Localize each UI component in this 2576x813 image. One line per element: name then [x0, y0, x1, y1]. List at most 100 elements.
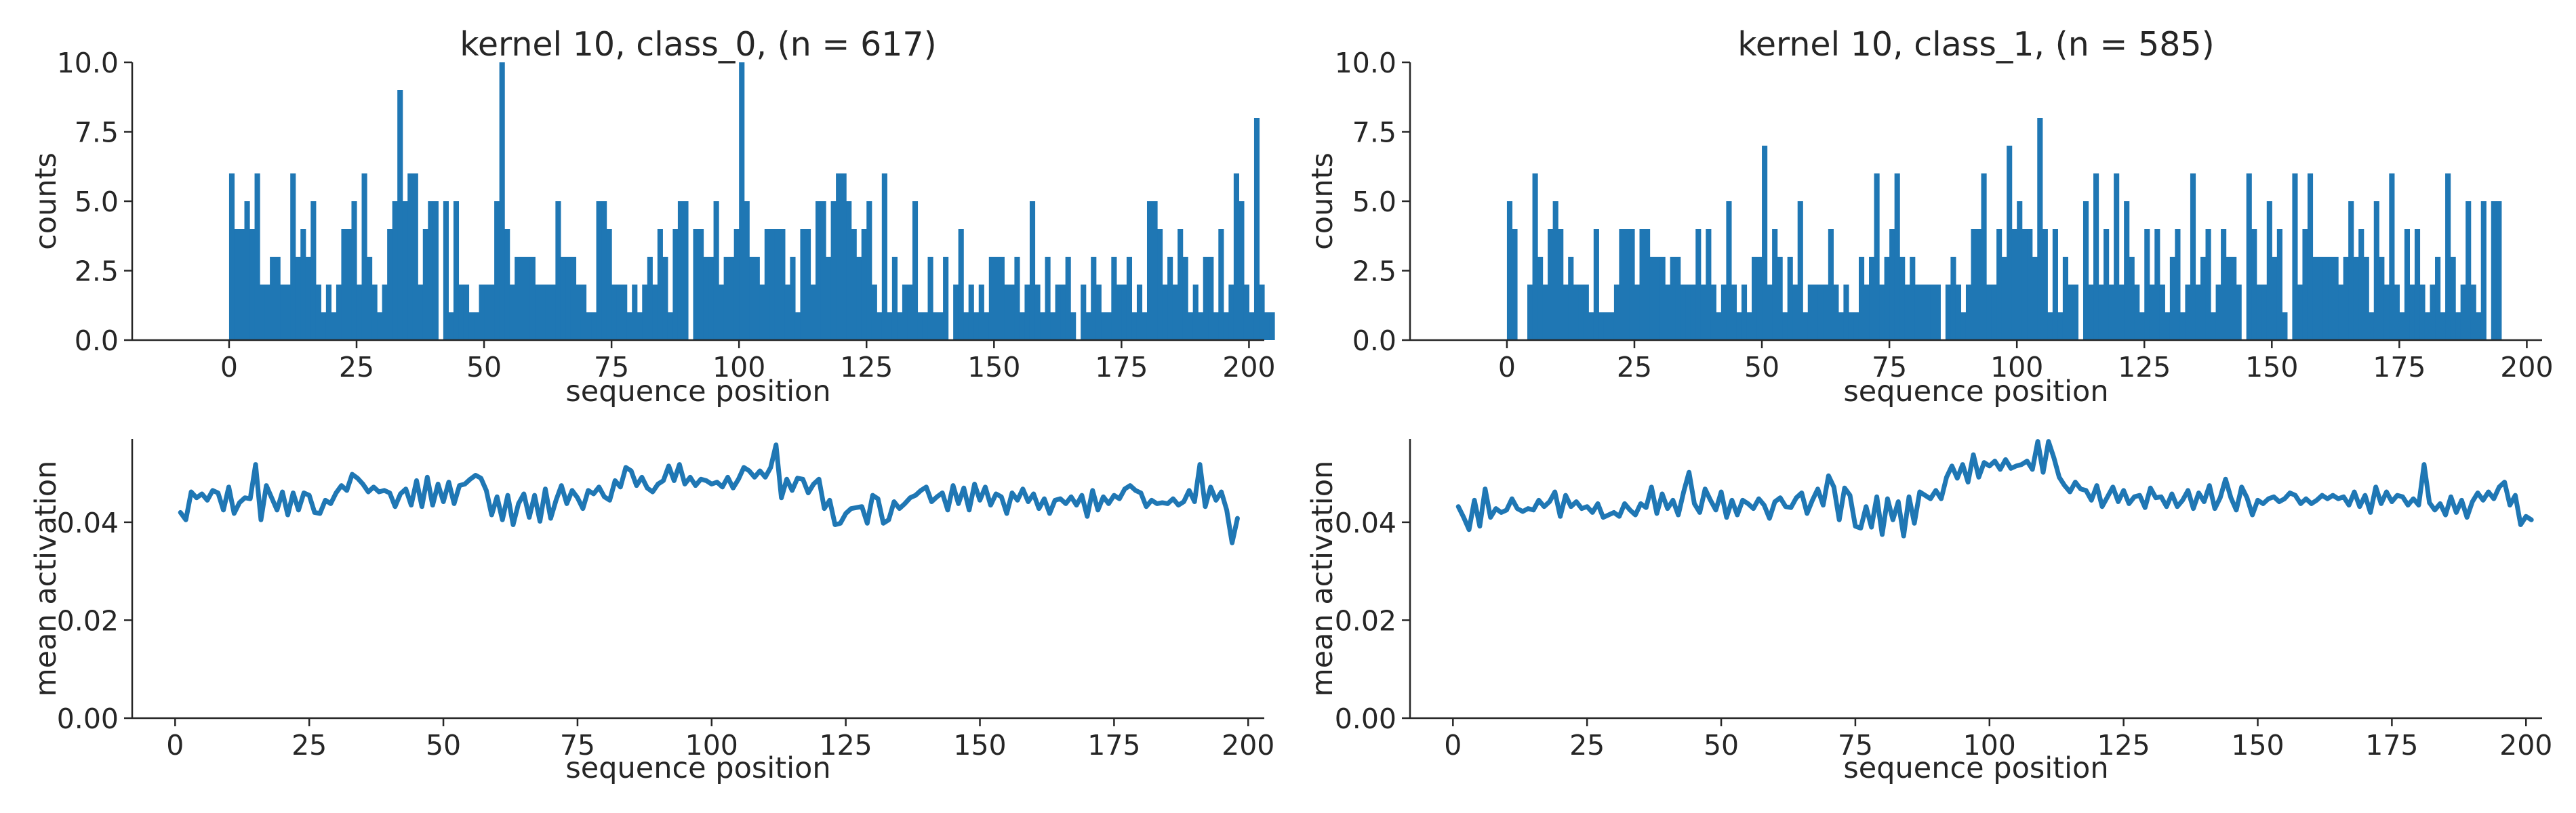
histogram-bar	[2455, 312, 2461, 340]
histogram-bar	[810, 285, 816, 340]
histogram-bar	[999, 257, 1005, 340]
x-tick-label: 100	[1990, 351, 2043, 383]
histogram-bar	[719, 285, 725, 340]
histogram-bar	[2496, 201, 2502, 340]
histogram-bar	[820, 201, 826, 340]
histogram-bar	[254, 173, 260, 340]
x-tick-label: 0	[220, 351, 238, 383]
histogram-bar	[2435, 257, 2441, 340]
y-tick-label: 2.5	[1352, 255, 1396, 288]
x-tick-label: 25	[291, 729, 327, 762]
histogram-bar	[432, 201, 439, 340]
x-tick-label: 175	[2365, 729, 2418, 762]
x-tick-label: 100	[685, 729, 738, 762]
x-tick-label: 100	[712, 351, 765, 383]
histogram-bar	[1506, 201, 1513, 340]
histogram-bar	[2460, 285, 2466, 340]
y-ticks: 0.0 2.5 5.0 7.5 10.0	[1335, 47, 1410, 357]
histogram-bar	[816, 201, 822, 340]
histogram-bar	[1182, 257, 1188, 340]
histogram-bar	[642, 285, 648, 340]
histogram-bar	[2179, 312, 2186, 340]
x-tick-label: 200	[1222, 729, 1274, 762]
histogram-bar	[2185, 285, 2191, 340]
x-tick-label: 75	[594, 351, 629, 383]
histogram-bar	[545, 285, 551, 340]
histogram-bar	[228, 173, 235, 340]
histogram-bar	[2348, 201, 2354, 340]
mean-activation-line	[178, 442, 1240, 545]
histogram-bar	[672, 229, 679, 340]
histogram-bar	[912, 201, 919, 340]
x-tick-label: 175	[1087, 729, 1140, 762]
histogram-bar	[1101, 312, 1107, 340]
y-tick-label: 0.00	[57, 703, 119, 735]
histogram-bar	[616, 285, 622, 340]
histogram-bar	[1884, 257, 1890, 340]
x-tick-label: 125	[840, 351, 893, 383]
histogram-bar	[458, 285, 464, 340]
histogram-bar	[693, 229, 699, 340]
histogram-bar	[2480, 201, 2487, 340]
histogram-bar	[494, 201, 500, 340]
histogram-bar	[2068, 285, 2074, 340]
histogram-bar	[1720, 285, 1727, 340]
histogram-bar	[2318, 257, 2324, 340]
histogram-bar	[647, 257, 653, 340]
histogram-bar	[1945, 285, 1951, 340]
x-tick-label: 50	[1704, 729, 1739, 762]
x-tick-label: 150	[2245, 351, 2298, 383]
histogram-bar	[2404, 229, 2411, 340]
histogram-bar	[560, 257, 567, 340]
histogram-bar	[826, 257, 832, 340]
histogram-bar	[351, 201, 357, 340]
histogram-bar	[377, 312, 383, 340]
histogram-bar	[784, 285, 790, 340]
y-ticks: 0.00 0.02 0.04	[1335, 507, 1410, 735]
histogram-bar	[1532, 173, 1538, 340]
histogram-bar	[988, 257, 994, 340]
histogram-bar	[1537, 257, 1544, 340]
histogram-bar	[2211, 312, 2217, 340]
x-tick-label: 0	[1498, 351, 1516, 383]
histogram-bar	[509, 285, 515, 340]
histogram-bar	[667, 312, 673, 340]
histogram-bar	[637, 312, 643, 340]
y-tick-label: 5.0	[1352, 186, 1396, 218]
histogram-bar	[897, 312, 903, 340]
histogram-bar	[1609, 312, 1615, 340]
histogram-bar	[367, 257, 373, 340]
histogram-bar	[2118, 285, 2125, 340]
histogram-bar	[555, 201, 561, 340]
histogram-bar	[790, 257, 796, 340]
histogram-bar	[1253, 118, 1260, 340]
histogram-bar	[2215, 285, 2221, 340]
x-ticks: 0 25 50 75 100 125 150 175 200	[166, 718, 1274, 762]
histogram-bar	[529, 257, 536, 340]
histogram-bar	[249, 229, 256, 340]
histogram-bar	[963, 312, 969, 340]
histogram-bar	[1803, 312, 1809, 340]
histogram-bar	[576, 285, 582, 340]
histogram-bar	[392, 201, 398, 340]
histogram-bar	[305, 257, 311, 340]
histogram-bar	[290, 173, 296, 340]
histogram-bar	[1639, 229, 1645, 340]
histogram-bar	[830, 201, 837, 340]
histogram-bar	[1157, 229, 1163, 340]
histogram-bar	[1762, 146, 1768, 340]
histogram-bar	[1091, 257, 1097, 340]
histogram-bar	[2282, 312, 2288, 340]
histogram-bar	[769, 229, 776, 340]
histogram-bar	[1746, 312, 1752, 340]
histogram-bar	[1142, 312, 1148, 340]
histogram-bar	[1772, 229, 1778, 340]
histogram-bar	[2450, 257, 2456, 340]
histogram-bar	[744, 201, 750, 340]
histogram-bar	[2114, 173, 2120, 340]
histogram-bar	[463, 285, 470, 340]
histogram-bar	[1904, 285, 1910, 340]
histogram-bar	[1874, 173, 1880, 340]
histogram-bar	[1777, 257, 1783, 340]
x-tick-label: 75	[1838, 729, 1873, 762]
